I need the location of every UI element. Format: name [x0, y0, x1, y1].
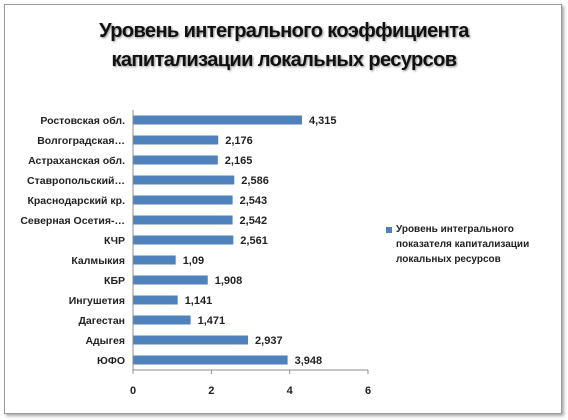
category-label-8: Калмыкия [71, 255, 125, 267]
value-label-10: 1,141 [185, 295, 213, 307]
value-label-5: 2,543 [240, 195, 268, 207]
x-tick-label-3: 4 [287, 385, 294, 397]
category-label-12: Адыгея [85, 335, 125, 347]
x-tick-label-4: 6 [365, 385, 371, 397]
bar-2 [133, 135, 219, 145]
bars-group [133, 115, 303, 365]
value-labels: 4,315 2,176 2,165 2,586 2,543 2,542 2,561 1,09 1… [183, 115, 337, 367]
chart-frame [4, 4, 562, 414]
legend-swatch [386, 227, 392, 233]
bar-4 [133, 175, 235, 185]
value-label-1: 4,315 [309, 115, 337, 127]
chart-title-line-2: капитализации локальных ресурсов [111, 49, 457, 71]
bar-7 [133, 235, 234, 245]
value-label-12: 2,937 [255, 335, 283, 347]
bar-13 [133, 355, 288, 365]
value-label-4: 2,586 [241, 175, 269, 187]
value-label-7: 2,561 [240, 235, 268, 247]
bar-11 [133, 315, 191, 325]
value-label-11: 1,471 [198, 315, 226, 327]
category-label-1: Ростовская обл. [40, 115, 125, 127]
category-label-10: Ингушетия [69, 295, 125, 307]
bar-9 [133, 275, 208, 285]
value-label-8: 1,09 [183, 255, 204, 267]
category-label-2: Волгоградская… [37, 135, 125, 147]
bar-5 [133, 195, 233, 205]
bar-3 [133, 155, 218, 165]
value-label-2: 2,176 [225, 135, 253, 147]
value-label-6: 2,542 [240, 215, 268, 227]
x-tick-label-1: 0 [130, 385, 136, 397]
category-label-6: Северная Осетия-… [20, 215, 125, 227]
bar-8 [133, 255, 176, 265]
bar-6 [133, 215, 233, 225]
bar-10 [133, 295, 178, 305]
legend [386, 227, 392, 233]
category-label-11: Дагестан [78, 315, 125, 327]
bar-12 [133, 335, 249, 345]
category-label-3: Астраханская обл. [28, 155, 125, 167]
category-label-13: ЮФО [97, 355, 125, 367]
value-label-13: 3,948 [295, 355, 323, 367]
legend-label: Уровень интегрального показателя капитал… [396, 224, 530, 265]
chart-title-line-1: Уровень интегрального коэффициента [99, 20, 469, 42]
category-labels: Ростовская обл. Волгоградская… Астраханска… [20, 115, 125, 367]
x-tick-label-2: 2 [208, 385, 214, 397]
x-axis-ticks: 0 2 4 6 [130, 370, 371, 397]
bar-1 [133, 115, 303, 125]
category-label-7: КЧР [104, 235, 125, 247]
value-label-3: 2,165 [225, 155, 253, 167]
category-label-5: Краснодарский кр. [27, 195, 125, 207]
value-label-9: 1,908 [215, 275, 243, 287]
category-label-9: КБР [104, 275, 125, 287]
category-label-4: Ставропольский… [27, 175, 125, 187]
